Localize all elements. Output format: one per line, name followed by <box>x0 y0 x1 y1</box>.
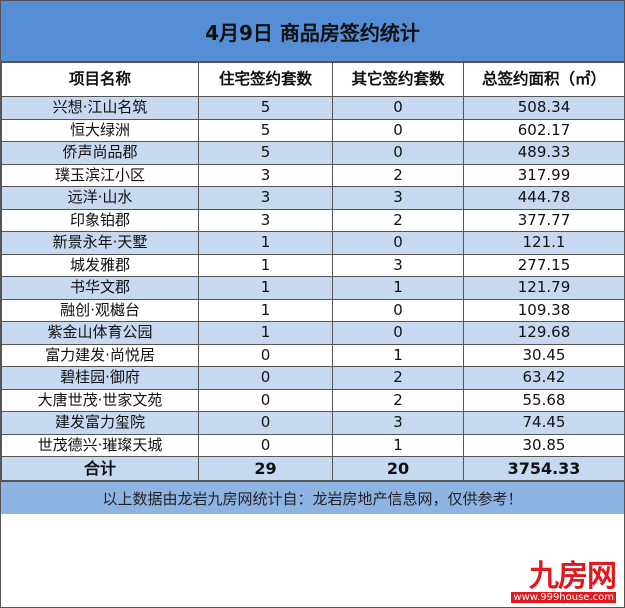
cell-residential-units: 1 <box>198 298 333 322</box>
cell-other-units: 2 <box>332 388 464 412</box>
total-row: 合计 29 20 3754.33 <box>1 456 624 481</box>
table-row: 建发富力玺院 0 3 74.45 <box>1 411 624 435</box>
header-other-units: 其它签约套数 <box>332 62 464 97</box>
cell-project-name: 融创·观樾台 <box>1 298 199 322</box>
cell-total-area: 508.34 <box>463 96 624 120</box>
cell-project-name: 侨声尚品郡 <box>1 141 199 165</box>
cell-total-area: 109.38 <box>463 298 624 322</box>
cell-total-area: 602.17 <box>463 118 624 142</box>
table-row: 富力建发·尚悦居 0 1 30.45 <box>1 343 624 367</box>
total-other: 20 <box>332 456 464 481</box>
total-area: 3754.33 <box>463 456 624 481</box>
cell-project-name: 印象铂郡 <box>1 208 199 232</box>
cell-residential-units: 0 <box>198 433 333 457</box>
table-row: 兴想·江山名筑 5 0 508.34 <box>1 96 624 120</box>
watermark-url: www.999house.com <box>511 592 616 603</box>
cell-project-name: 新景永年·天墅 <box>1 231 199 255</box>
table-row: 新景永年·天墅 1 0 121.1 <box>1 231 624 255</box>
table-row: 书华文郡 1 1 121.79 <box>1 276 624 300</box>
cell-total-area: 489.33 <box>463 141 624 165</box>
cell-other-units: 2 <box>332 163 464 187</box>
cell-project-name: 书华文郡 <box>1 276 199 300</box>
header-residential-units: 住宅签约套数 <box>198 62 333 97</box>
table-row: 紫金山体育公园 1 0 129.68 <box>1 321 624 345</box>
cell-total-area: 277.15 <box>463 253 624 277</box>
sales-table: 项目名称 住宅签约套数 其它签约套数 总签约面积（㎡） 兴想·江山名筑 5 0 508… <box>1 62 624 481</box>
cell-total-area: 63.42 <box>463 366 624 390</box>
cell-project-name: 大唐世茂·世家文苑 <box>1 388 199 412</box>
source-note: 以上数据由龙岩九房网统计自：龙岩房地产信息网，仅供参考！ <box>1 481 624 514</box>
cell-other-units: 0 <box>332 141 464 165</box>
cell-other-units: 3 <box>332 411 464 435</box>
cell-project-name: 建发富力玺院 <box>1 411 199 435</box>
cell-total-area: 30.85 <box>463 433 624 457</box>
cell-total-area: 30.45 <box>463 343 624 367</box>
header-project-name: 项目名称 <box>1 62 199 97</box>
table-row: 融创·观樾台 1 0 109.38 <box>1 298 624 322</box>
table-row: 大唐世茂·世家文苑 0 2 55.68 <box>1 388 624 412</box>
cell-residential-units: 1 <box>198 321 333 345</box>
cell-total-area: 377.77 <box>463 208 624 232</box>
cell-residential-units: 5 <box>198 118 333 142</box>
cell-project-name: 紫金山体育公园 <box>1 321 199 345</box>
watermark-logo: 九房网 www.999house.com <box>511 559 617 603</box>
cell-project-name: 远洋·山水 <box>1 186 199 210</box>
cell-residential-units: 1 <box>198 231 333 255</box>
cell-project-name: 兴想·江山名筑 <box>1 96 199 120</box>
cell-other-units: 1 <box>332 343 464 367</box>
table-row: 印象铂郡 3 2 377.77 <box>1 208 624 232</box>
cell-other-units: 0 <box>332 298 464 322</box>
cell-other-units: 0 <box>332 231 464 255</box>
cell-other-units: 2 <box>332 208 464 232</box>
cell-total-area: 74.45 <box>463 411 624 435</box>
table-row: 远洋·山水 3 3 444.78 <box>1 186 624 210</box>
cell-residential-units: 1 <box>198 276 333 300</box>
cell-total-area: 444.78 <box>463 186 624 210</box>
cell-project-name: 富力建发·尚悦居 <box>1 343 199 367</box>
cell-other-units: 1 <box>332 433 464 457</box>
watermark-logo-text: 九房网 <box>529 559 617 594</box>
cell-total-area: 121.1 <box>463 231 624 255</box>
table-row: 侨声尚品郡 5 0 489.33 <box>1 141 624 165</box>
cell-total-area: 317.99 <box>463 163 624 187</box>
cell-residential-units: 3 <box>198 208 333 232</box>
cell-other-units: 0 <box>332 321 464 345</box>
total-residential: 29 <box>198 456 333 481</box>
header-row: 项目名称 住宅签约套数 其它签约套数 总签约面积（㎡） <box>1 62 624 97</box>
cell-residential-units: 0 <box>198 411 333 435</box>
cell-total-area: 121.79 <box>463 276 624 300</box>
cell-residential-units: 0 <box>198 388 333 412</box>
cell-other-units: 3 <box>332 186 464 210</box>
cell-residential-units: 0 <box>198 343 333 367</box>
total-label: 合计 <box>1 456 199 481</box>
cell-total-area: 55.68 <box>463 388 624 412</box>
cell-residential-units: 3 <box>198 186 333 210</box>
cell-other-units: 2 <box>332 366 464 390</box>
table-title: 4月9日 商品房签约统计 <box>1 1 624 62</box>
cell-project-name: 恒大绿洲 <box>1 118 199 142</box>
cell-project-name: 城发雅郡 <box>1 253 199 277</box>
cell-other-units: 0 <box>332 118 464 142</box>
table-row: 城发雅郡 1 3 277.15 <box>1 253 624 277</box>
cell-residential-units: 3 <box>198 163 333 187</box>
table-row: 璞玉滨江小区 3 2 317.99 <box>1 163 624 187</box>
cell-residential-units: 5 <box>198 96 333 120</box>
cell-residential-units: 1 <box>198 253 333 277</box>
cell-residential-units: 5 <box>198 141 333 165</box>
header-total-area: 总签约面积（㎡） <box>463 62 624 97</box>
cell-project-name: 碧桂园·御府 <box>1 366 199 390</box>
table-row: 碧桂园·御府 0 2 63.42 <box>1 366 624 390</box>
cell-total-area: 129.68 <box>463 321 624 345</box>
cell-project-name: 世茂德兴·璀璨天城 <box>1 433 199 457</box>
cell-other-units: 1 <box>332 276 464 300</box>
cell-other-units: 3 <box>332 253 464 277</box>
table-row: 恒大绿洲 5 0 602.17 <box>1 118 624 142</box>
cell-project-name: 璞玉滨江小区 <box>1 163 199 187</box>
cell-other-units: 0 <box>332 96 464 120</box>
table-row: 世茂德兴·璀璨天城 0 1 30.85 <box>1 433 624 457</box>
cell-residential-units: 0 <box>198 366 333 390</box>
